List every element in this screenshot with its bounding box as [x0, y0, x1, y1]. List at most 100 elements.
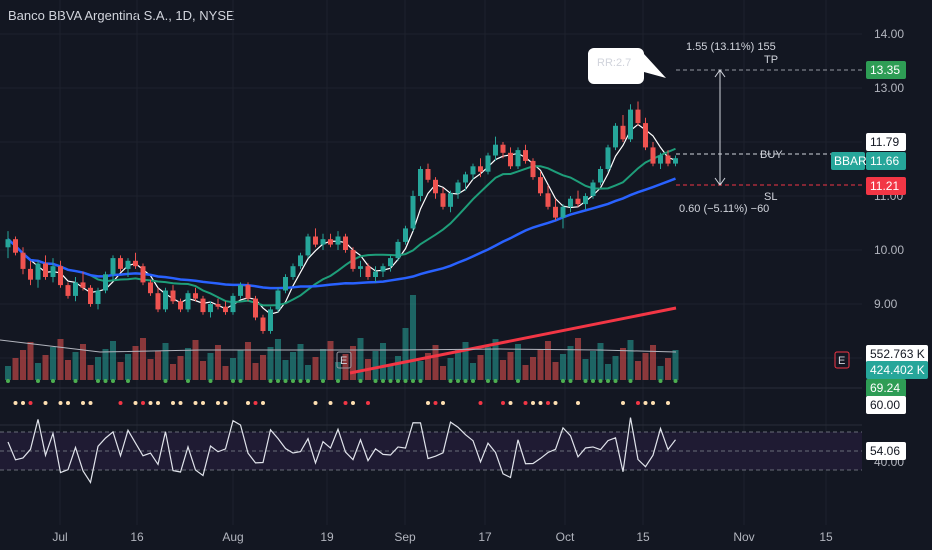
volume-bar	[42, 355, 49, 380]
osc-dot	[583, 379, 588, 383]
sl-info: 0.60 (−5.11%) −60	[679, 203, 769, 215]
candle-body	[95, 290, 101, 304]
candle-body	[463, 174, 468, 183]
osc-dot	[343, 401, 348, 405]
volume-bar	[590, 351, 596, 380]
tp-label: TP	[764, 54, 778, 66]
volume-bar	[470, 363, 476, 380]
volume-bar	[185, 348, 191, 380]
osc-b-tag: 60.00	[870, 398, 900, 412]
volume-bar	[402, 328, 409, 380]
osc-dot	[463, 379, 468, 383]
volume-bar	[162, 343, 169, 380]
candle-body	[485, 155, 491, 172]
candle-body	[110, 258, 116, 275]
osc-dot	[103, 379, 108, 383]
osc-dot	[351, 401, 355, 405]
volume-bar	[642, 353, 649, 380]
osc-dot	[628, 379, 633, 383]
osc-dot	[163, 379, 168, 383]
candle-body	[365, 266, 371, 277]
osc-dot	[253, 401, 258, 405]
volume-bar	[87, 365, 94, 380]
rsi-line	[7, 417, 676, 484]
osc-dot	[283, 379, 288, 383]
volume-bar	[342, 354, 349, 380]
osc-dot	[223, 401, 228, 405]
osc-dot	[493, 379, 498, 383]
candle-body	[500, 144, 506, 153]
volume-bar	[350, 346, 356, 380]
osc-dot	[193, 401, 198, 405]
candle-body	[215, 304, 221, 307]
y-axis-tick: 14.00	[874, 27, 904, 41]
volume-bar	[27, 342, 34, 380]
x-axis-tick: 17	[478, 530, 492, 544]
volume-bar	[222, 366, 229, 380]
candle-body	[523, 150, 528, 161]
candle-body	[433, 179, 438, 194]
volume-bar	[432, 345, 439, 380]
candle-body	[590, 182, 596, 196]
candle-body	[118, 258, 123, 269]
osc-dot	[508, 401, 513, 405]
candle-body	[628, 109, 633, 140]
osc-a-tag-bg	[866, 379, 906, 397]
volume-bar	[117, 362, 124, 380]
candle-body	[283, 277, 288, 291]
osc-dot	[403, 379, 408, 383]
ma-long-line	[349, 306, 677, 375]
candle-body	[388, 258, 393, 267]
candle-body	[343, 236, 348, 250]
volume-bar	[245, 342, 251, 380]
symbol-tag-bg	[831, 152, 865, 170]
volume-bar	[485, 347, 491, 380]
last-price-tag-bg	[866, 152, 906, 170]
candle-body	[545, 193, 551, 207]
osc-dot	[658, 379, 663, 383]
candle-body	[403, 228, 408, 242]
tp-price-tag: 13.35	[870, 63, 900, 77]
osc-dot	[456, 379, 460, 383]
volume-bar	[462, 342, 469, 380]
volume-bar	[20, 350, 26, 380]
candle-body	[650, 147, 656, 164]
osc-dot	[396, 379, 400, 383]
osc-dot	[666, 401, 670, 405]
osc-dot	[486, 379, 490, 383]
candle-body	[230, 295, 236, 313]
volume-bar	[305, 365, 311, 380]
volume-bar	[395, 356, 401, 380]
y-axis-tick: 10.00	[874, 243, 904, 257]
volume-bar	[635, 361, 641, 380]
candle-body	[13, 239, 18, 253]
osc-dot	[643, 401, 648, 405]
volume-ma-tag: 552.763 K	[870, 347, 925, 361]
osc-dot	[231, 379, 235, 383]
volume-bar	[582, 359, 589, 380]
osc-dot	[538, 401, 543, 405]
candle-body	[140, 266, 146, 283]
volume-bar	[215, 345, 221, 380]
candle-body	[80, 282, 86, 288]
volume-bar	[297, 344, 304, 380]
candle-body	[380, 266, 386, 272]
candle-body	[605, 147, 611, 169]
candle-body	[313, 236, 318, 245]
volume-bar	[320, 349, 326, 380]
volume-bar	[552, 362, 559, 380]
candle-body	[253, 298, 258, 318]
x-axis-tick: Nov	[733, 530, 754, 544]
osc-dot	[261, 401, 265, 405]
volume-bar	[545, 341, 551, 380]
candle-body	[88, 287, 93, 304]
volume-bar	[132, 346, 139, 380]
candle-body	[58, 266, 63, 286]
candle-body	[613, 125, 618, 148]
osc-dot	[43, 401, 48, 405]
osc-dot	[208, 379, 213, 383]
candle-body	[395, 241, 401, 259]
osc-dot	[591, 379, 595, 383]
candle-body	[568, 198, 573, 207]
